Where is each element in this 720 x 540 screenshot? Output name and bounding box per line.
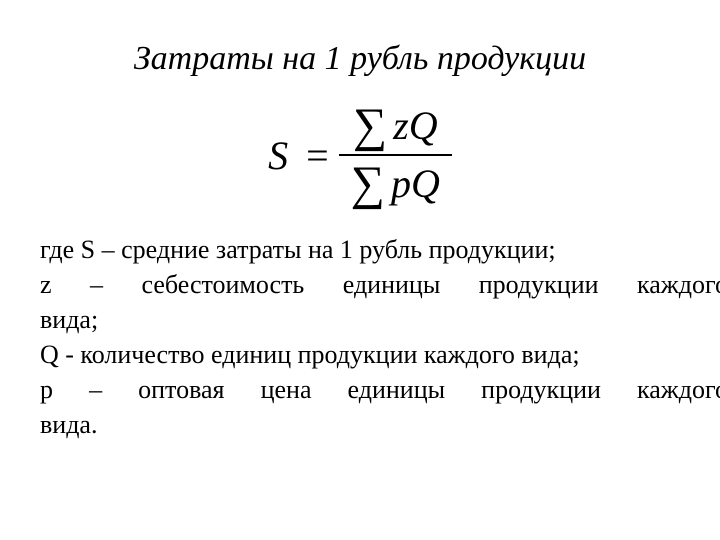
definitions-block: где S – средние затраты на 1 рубль проду… xyxy=(0,232,720,443)
slide: Затраты на 1 рубль продукции S = ∑ zQ ∑ … xyxy=(0,0,720,540)
definition-p-2: вида. xyxy=(40,407,720,442)
definition-z-2: вида; xyxy=(40,302,720,337)
formula-fraction: ∑ zQ ∑ pQ xyxy=(339,98,452,212)
definition-p-1: p – оптовая цена единицы продукции каждо… xyxy=(40,372,720,407)
definition-q: Q - количество единиц продукции каждого … xyxy=(40,337,720,372)
formula-lhs: S xyxy=(268,132,288,179)
formula: S = ∑ zQ ∑ pQ xyxy=(0,98,720,212)
numerator-term: zQ xyxy=(393,106,437,146)
sigma-icon: ∑ xyxy=(353,102,387,150)
slide-title: Затраты на 1 рубль продукции xyxy=(0,0,720,88)
definition-z-1: z – себестоимость единицы продукции кажд… xyxy=(40,267,720,302)
formula-numerator: ∑ zQ xyxy=(341,98,450,154)
formula-equals: = xyxy=(306,132,329,179)
denominator-term: pQ xyxy=(391,164,440,204)
definition-s: где S – средние затраты на 1 рубль проду… xyxy=(40,232,720,267)
formula-denominator: ∑ pQ xyxy=(339,156,452,212)
sigma-icon: ∑ xyxy=(351,160,385,208)
